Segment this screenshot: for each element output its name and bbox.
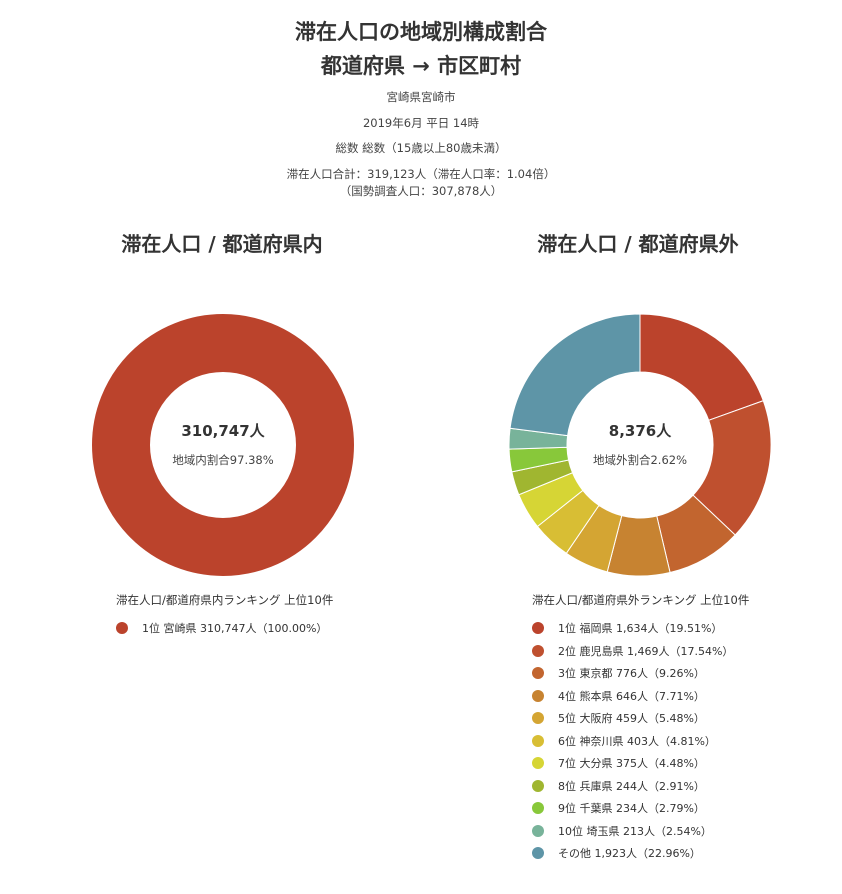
legend-label: 7位 大分県 375人（4.48%） <box>558 757 705 771</box>
legend-item[interactable]: 4位 熊本県 646人（7.71%） <box>532 685 733 708</box>
panel-title-outside: 滞在人口 / 都道府県外 <box>537 232 739 256</box>
panel-title-inside: 滞在人口 / 都道府県内 <box>121 232 323 256</box>
legend-item[interactable]: 1位 宮崎県 310,747人（100.00%） <box>116 617 327 640</box>
ranking-title-inside: 滞在人口/都道府県内ランキング 上位10件 <box>116 593 334 607</box>
legend-label: 8位 兵庫県 244人（2.91%） <box>558 779 705 793</box>
legend-label: 10位 埼玉県 213人（2.54%） <box>558 824 712 838</box>
legend-item[interactable]: 9位 千葉県 234人（2.79%） <box>532 797 733 820</box>
legend-dot-icon <box>532 689 544 702</box>
legend-dot-icon <box>532 802 544 815</box>
legend-item[interactable]: 8位 兵庫県 244人（2.91%） <box>532 775 733 798</box>
chart-title: 滞在人口の地域別構成割合 <box>295 20 547 44</box>
donut-slice[interactable] <box>92 314 354 576</box>
center-value: 8,376人 <box>609 422 672 440</box>
legend-label: 3位 東京都 776人（9.26%） <box>558 667 705 681</box>
donut-slice[interactable] <box>509 314 641 437</box>
region-label: 宮崎県宮崎市 <box>386 90 456 104</box>
census-label: （国勢調査人口：307,878人） <box>339 184 503 198</box>
legend-label: その他 1,923人（22.96%） <box>558 847 701 861</box>
legend-item[interactable]: 10位 埼玉県 213人（2.54%） <box>532 820 733 843</box>
legend-item[interactable]: 7位 大分県 375人（4.48%） <box>532 752 733 775</box>
legend-label: 1位 福岡県 1,634人（19.51%） <box>558 622 723 636</box>
center-value: 310,747人 <box>181 422 265 440</box>
ranking-title-outside: 滞在人口/都道府県外ランキング 上位10件 <box>532 593 750 607</box>
legend-dot-icon <box>532 847 544 860</box>
legend-label: 6位 神奈川県 403人（4.81%） <box>558 734 716 748</box>
legend-dot-icon <box>116 622 128 635</box>
donut-slice[interactable] <box>639 314 764 421</box>
legend-label: 2位 鹿児島県 1,469人（17.54%） <box>558 644 734 658</box>
legend-label: 9位 千葉県 234人（2.79%） <box>558 802 705 816</box>
legend-dot-icon <box>532 734 544 747</box>
legend-item[interactable]: 1位 福岡県 1,634人（19.51%） <box>532 617 733 640</box>
legend-dot-icon <box>532 757 544 770</box>
legend-dot-icon <box>532 824 544 837</box>
legend-label: 5位 大阪府 459人（5.48%） <box>558 712 705 726</box>
center-label: 地域外割合2.62% <box>593 453 687 467</box>
legend-inside: 1位 宮崎県 310,747人（100.00%） <box>116 617 327 640</box>
legend-dot-icon <box>532 644 544 657</box>
legend-item[interactable]: 6位 神奈川県 403人（4.81%） <box>532 730 733 753</box>
period-label: 2019年6月 平日 14時 <box>362 116 480 130</box>
legend-dot-icon <box>532 712 544 725</box>
chart-subtitle: 都道府県 → 市区町村 <box>320 54 522 78</box>
legend-dot-icon <box>532 667 544 680</box>
donut-chart-outside: 8,376人 地域外割合2.62% <box>509 314 771 576</box>
legend-label: 4位 熊本県 646人（7.71%） <box>558 689 705 703</box>
legend-dot-icon <box>532 622 544 635</box>
center-label: 地域内割合97.38% <box>172 453 273 467</box>
legend-item[interactable]: その他 1,923人（22.96%） <box>532 842 733 865</box>
legend-label: 1位 宮崎県 310,747人（100.00%） <box>142 622 328 636</box>
donut-chart-inside: 310,747人 地域内割合97.38% <box>92 314 354 576</box>
total-label: 滞在人口合計：319,123人（滞在人口率：1.04倍） <box>286 167 556 181</box>
legend-item[interactable]: 5位 大阪府 459人（5.48%） <box>532 707 733 730</box>
segment-label: 総数 総数（15歳以上80歳未満） <box>335 141 507 155</box>
legend-dot-icon <box>532 779 544 792</box>
legend-item[interactable]: 3位 東京都 776人（9.26%） <box>532 662 733 685</box>
legend-outside: 1位 福岡県 1,634人（19.51%） 2位 鹿児島県 1,469人（17.5… <box>532 617 733 865</box>
legend-item[interactable]: 2位 鹿児島県 1,469人（17.54%） <box>532 640 733 663</box>
